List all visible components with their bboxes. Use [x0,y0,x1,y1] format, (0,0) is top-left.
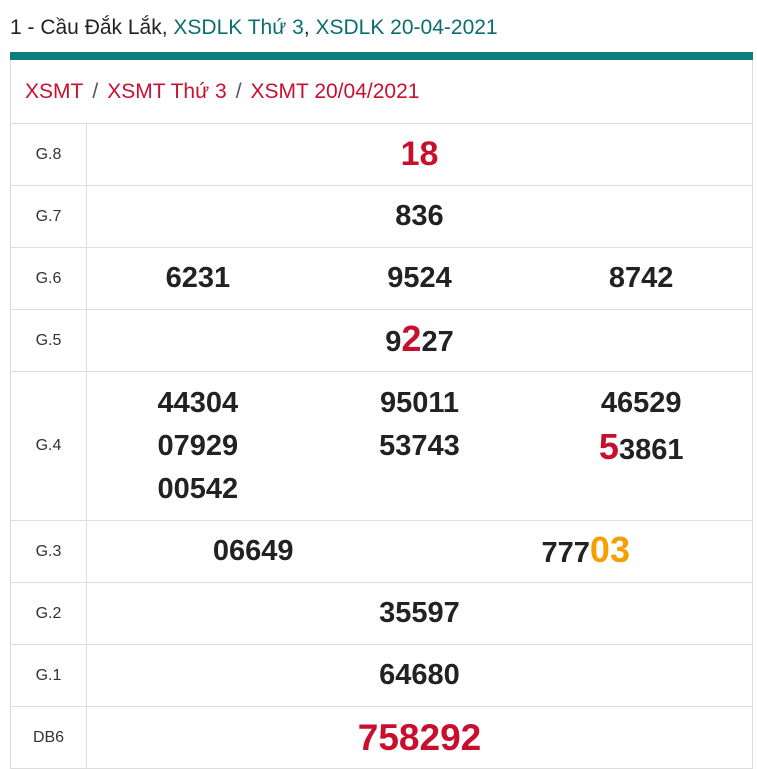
digit: 777 [541,537,590,569]
digit: 9 [385,326,402,358]
heading-link-weekday[interactable]: XSDLK Thứ 3 [173,16,304,39]
breadcrumb-date[interactable]: XSMT 20/04/2021 [250,80,420,103]
page-heading: 1 - Cầu Đắk Lắk, XSDLK Thứ 3, XSDLK 20-0… [10,16,498,40]
prize-column: 44304 07929 00542 [87,372,309,520]
breadcrumb-sep: / [92,80,99,103]
prize-row-g3: G.3 06649 77703 [11,521,752,583]
prize-label: G.4 [11,372,87,520]
prize-row-g2: G.2 35597 [11,583,752,645]
prize-label: G.7 [11,186,87,247]
results-table: XSMT / XSMT Thứ 3 / XSMT 20/04/2021 G.8 18 G.… [10,60,753,769]
prize-row-g5: G.5 9227 [11,310,752,372]
prize-number: 44304 [157,387,239,419]
prize-number: 35597 [379,597,460,629]
prize-row-g6: G.6 6231 9524 8742 [11,248,752,310]
prize-label: G.1 [11,645,87,706]
breadcrumb: XSMT / XSMT Thứ 3 / XSMT 20/04/2021 [11,60,752,124]
prize-number: 53743 [379,430,460,462]
jackpot-number: 758292 [357,717,482,758]
prize-row-g1: G.1 64680 [11,645,752,707]
prize-label: G.6 [11,248,87,309]
prize-number: 07929 [157,430,239,462]
prize-label: DB6 [11,707,87,768]
prize-number: 46529 [600,387,682,419]
prize-number: 00542 [157,473,239,505]
accent-bar [10,52,753,60]
prize-number: 64680 [379,659,460,691]
prize-number: 9524 [387,262,452,294]
heading-prefix: 1 - Cầu Đắk Lắk, [10,16,174,39]
prize-number: 95011 [379,387,460,419]
digit: 3861 [618,434,684,466]
prize-number: 6231 [165,262,231,294]
prize-number: 836 [395,200,444,232]
prize-number: 06649 [212,535,294,567]
breadcrumb-xsmt[interactable]: XSMT [25,80,84,103]
prize-number: 9227 [87,310,752,371]
prize-label: G.8 [11,124,87,185]
digit: 27 [421,326,454,358]
prize-label: G.3 [11,521,87,582]
heading-comma: , [303,16,316,39]
prize-column: 46529 53861 [530,372,752,520]
highlight-digit: 03 [589,529,630,570]
highlight-digit: 2 [401,318,422,359]
heading-link-date[interactable]: XSDLK 20-04-2021 [315,16,498,39]
prize-column: 95011 53743 [309,372,531,520]
breadcrumb-sep: / [235,80,242,103]
prize-label: G.2 [11,583,87,644]
prize-label: G.5 [11,310,87,371]
prize-row-g8: G.8 18 [11,124,752,186]
prize-number: 8742 [608,262,674,294]
prize-row-g4: G.4 44304 07929 00542 95011 53743 46529 5386… [11,372,752,521]
prize-number: 77703 [420,521,753,582]
prize-row-db: DB6 758292 [11,707,752,769]
breadcrumb-weekday[interactable]: XSMT Thứ 3 [107,80,227,103]
prize-number: 53861 [599,425,684,472]
prize-row-g7: G.7 836 [11,186,752,248]
highlight-digit: 5 [598,426,619,467]
prize-number: 18 [400,135,439,173]
